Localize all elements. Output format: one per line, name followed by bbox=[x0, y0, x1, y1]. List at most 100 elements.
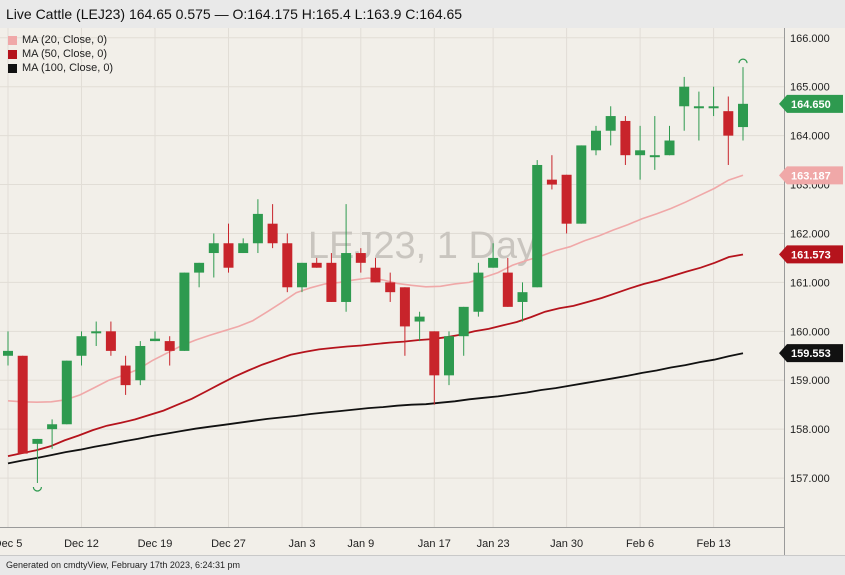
candle-body-up bbox=[473, 272, 484, 312]
candle-body-down bbox=[370, 267, 381, 283]
price-label-text: 163.187 bbox=[791, 170, 831, 182]
x-tick-label: Feb 6 bbox=[626, 538, 654, 550]
legend-item-ma20[interactable]: MA (20, Close, 0) bbox=[8, 33, 113, 47]
candle-body-down bbox=[561, 174, 572, 224]
x-tick-label: Feb 13 bbox=[696, 538, 730, 550]
y-tick-label: 157.000 bbox=[790, 473, 830, 485]
legend-label-ma50: MA (50, Close, 0) bbox=[22, 48, 107, 60]
candle-body-up bbox=[150, 338, 160, 342]
candle-body-up bbox=[414, 316, 425, 322]
candle-body-down bbox=[355, 253, 366, 263]
candle-body-up bbox=[341, 253, 352, 302]
price-label-text: 161.573 bbox=[791, 249, 831, 261]
candle-body-up bbox=[3, 350, 13, 356]
ma100-line-group bbox=[7, 352, 744, 465]
y-tick-label: 158.000 bbox=[790, 424, 830, 436]
candle-body-down bbox=[282, 243, 293, 288]
legend-label-ma100: MA (100, Close, 0) bbox=[22, 62, 114, 74]
candle-body-up bbox=[179, 272, 190, 351]
y-tick-label: 160.000 bbox=[790, 326, 830, 338]
candle-body-up bbox=[252, 213, 263, 244]
price-label-box bbox=[779, 94, 843, 113]
price-label-box bbox=[779, 166, 843, 185]
y-tick-label: 165.000 bbox=[790, 82, 830, 94]
candle-body-down bbox=[105, 331, 116, 351]
price-label-box bbox=[779, 245, 843, 264]
x-tick-label: Dec 5 bbox=[0, 538, 22, 550]
candle-body-down bbox=[17, 355, 28, 454]
y-tick-label: 161.000 bbox=[790, 277, 830, 289]
ma20-line bbox=[7, 174, 744, 404]
candle-body-up bbox=[679, 86, 690, 107]
candle-body-up bbox=[444, 336, 454, 376]
candle-body-down bbox=[399, 287, 410, 327]
candle-body-up bbox=[91, 331, 102, 334]
x-tick-label: Dec 12 bbox=[64, 538, 99, 550]
legend-swatch-ma20 bbox=[8, 35, 17, 45]
candle-body-down bbox=[429, 331, 440, 376]
candle-body-up bbox=[76, 336, 87, 356]
legend-swatch-ma100 bbox=[8, 63, 17, 73]
x-tick-label: Jan 30 bbox=[550, 538, 583, 550]
candle-body-up bbox=[664, 140, 675, 156]
price-label-text: 164.650 bbox=[791, 99, 831, 111]
candle-body-up bbox=[738, 103, 748, 128]
candle-body-up bbox=[693, 106, 704, 109]
extreme-markers bbox=[32, 58, 748, 492]
legend-item-ma100[interactable]: MA (100, Close, 0) bbox=[8, 61, 113, 75]
candle-body-down bbox=[326, 262, 337, 302]
footer-bar: Generated on cmdtyView, February 17th 20… bbox=[0, 555, 845, 575]
candle-body-up bbox=[635, 150, 646, 156]
x-tick-label: Jan 9 bbox=[347, 538, 374, 550]
y-tick-labels: 157.000 158.000 159.000 160.000 161.000 162.0… bbox=[790, 33, 830, 485]
candle-body-up bbox=[458, 306, 469, 337]
candle-body-down bbox=[267, 223, 278, 244]
y-tick-label: 164.000 bbox=[790, 131, 830, 143]
candle-body-down bbox=[120, 365, 131, 386]
candle-body-up bbox=[532, 164, 543, 288]
candles-group bbox=[3, 67, 748, 483]
candle-body-up bbox=[649, 155, 660, 158]
legend: MA (20, Close, 0) MA (50, Close, 0) MA (… bbox=[8, 33, 113, 75]
price-axis[interactable] bbox=[784, 28, 845, 555]
high-marker bbox=[738, 58, 748, 64]
ma50-line bbox=[7, 253, 744, 457]
x-tick-label: Jan 3 bbox=[289, 538, 316, 550]
candle-body-up bbox=[605, 116, 616, 131]
candle-body-down bbox=[385, 282, 396, 293]
x-tick-labels: Dec 5 Dec 12 Dec 19 Dec 27 Jan 3 Jan 9 Jan 17 J… bbox=[0, 538, 731, 550]
ma100-line bbox=[7, 352, 744, 465]
x-tick-label: Jan 17 bbox=[418, 538, 451, 550]
y-tick-label: 162.000 bbox=[790, 228, 830, 240]
candle-body-down bbox=[311, 262, 322, 268]
legend-swatch-ma50 bbox=[8, 49, 17, 59]
ma20-line-group bbox=[7, 174, 744, 404]
candle-body-up bbox=[591, 130, 601, 151]
price-label-text: 159.553 bbox=[791, 348, 831, 360]
legend-label-ma20: MA (20, Close, 0) bbox=[22, 34, 107, 46]
candle-body-down bbox=[620, 120, 631, 156]
x-tick-label: Dec 19 bbox=[138, 538, 173, 550]
candle-body-up bbox=[238, 243, 249, 254]
symbol-quote-line: Live Cattle (LEJ23) 164.65 0.575 — O:164… bbox=[6, 6, 463, 22]
y-tick-label: 166.000 bbox=[790, 33, 830, 45]
plot-area[interactable] bbox=[0, 28, 784, 527]
candle-body-up bbox=[488, 257, 499, 268]
candle-body-up bbox=[61, 360, 72, 425]
candle-body-up bbox=[708, 106, 719, 109]
legend-item-ma50[interactable]: MA (50, Close, 0) bbox=[8, 47, 113, 61]
x-tick-label: Jan 23 bbox=[477, 538, 510, 550]
candle-body-up bbox=[194, 262, 205, 273]
low-marker bbox=[32, 486, 42, 492]
candle-body-up bbox=[517, 292, 528, 302]
candle-body-down bbox=[546, 179, 557, 185]
y-tick-label: 159.000 bbox=[790, 375, 830, 387]
candle-body-up bbox=[32, 438, 43, 444]
candle-body-up bbox=[208, 243, 219, 254]
x-tick-label: Dec 27 bbox=[211, 538, 246, 550]
candle-body-up bbox=[47, 424, 58, 430]
time-axis[interactable] bbox=[0, 527, 784, 556]
price-label-box bbox=[779, 344, 843, 363]
